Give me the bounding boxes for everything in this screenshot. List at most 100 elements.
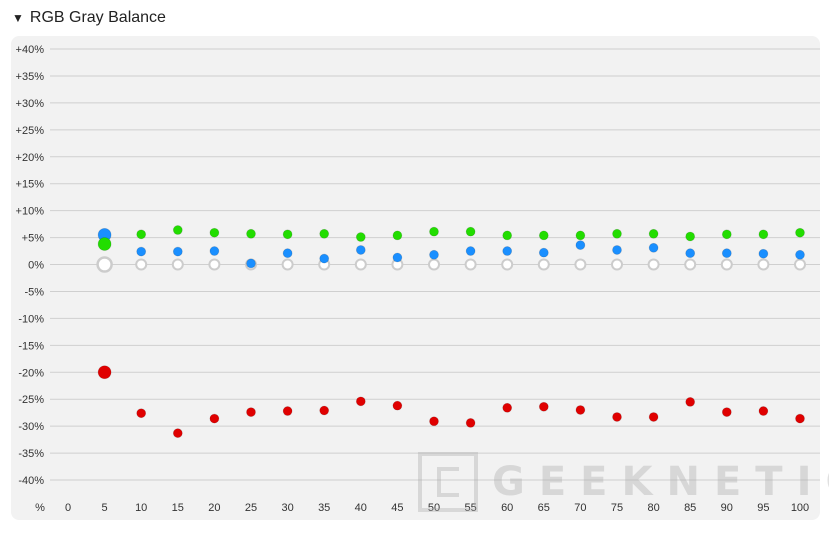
chart-title: RGB Gray Balance — [29, 9, 166, 26]
data-point — [429, 249, 439, 260]
data-point — [392, 400, 403, 411]
x-tick-label: 65 — [538, 502, 550, 514]
data-point — [757, 258, 770, 271]
data-point — [502, 230, 513, 241]
data-point — [355, 396, 366, 407]
data-point — [611, 258, 623, 271]
data-point — [685, 396, 696, 407]
x-axis-ticks: % 0 5 10 15 20 25 30 35 40 45 50 55 60 65 70 75 80 85 90 95 1… — [35, 502, 809, 514]
data-point — [354, 258, 367, 271]
data-point — [647, 258, 660, 271]
x-tick-label: 80 — [647, 502, 659, 514]
y-tick-label: -40% — [18, 475, 44, 487]
data-point — [136, 229, 147, 240]
y-tick-label: +35% — [16, 71, 45, 83]
data-point — [392, 252, 403, 263]
x-tick-label: 95 — [757, 502, 769, 514]
x-tick-label: 20 — [208, 502, 220, 514]
y-tick-label: -15% — [18, 340, 44, 352]
data-point — [685, 248, 696, 259]
data-point — [172, 246, 183, 257]
data-point — [721, 229, 732, 240]
data-point — [721, 407, 732, 418]
x-tick-label: 75 — [611, 502, 623, 514]
triangle-down-icon[interactable]: ▼ — [12, 11, 24, 25]
x-tick-label: 45 — [391, 502, 403, 514]
data-point — [172, 225, 183, 235]
x-tick-label: 10 — [135, 502, 147, 514]
data-point — [795, 249, 805, 260]
data-point — [575, 405, 586, 415]
data-point — [795, 413, 805, 424]
series-blue — [97, 227, 805, 269]
y-tick-label: +10% — [16, 206, 45, 218]
data-point — [246, 258, 256, 269]
x-tick-label: 0 — [65, 502, 71, 514]
y-tick-label: -20% — [18, 367, 44, 379]
data-point — [355, 232, 366, 242]
data-point — [465, 417, 476, 428]
data-point — [501, 258, 514, 271]
data-point — [758, 406, 769, 416]
data-point — [319, 405, 330, 416]
x-tick-label: 100 — [791, 502, 809, 514]
y-tick-label: -35% — [18, 448, 44, 460]
data-point — [464, 258, 477, 271]
data-point — [355, 245, 366, 255]
y-tick-label: 0% — [28, 260, 44, 272]
data-point — [319, 253, 330, 264]
chart-panel — [11, 36, 820, 520]
data-point — [96, 256, 113, 273]
y-tick-label: +15% — [16, 179, 45, 191]
data-point — [537, 258, 550, 271]
data-point — [281, 258, 294, 271]
x-unit-label: % — [35, 502, 45, 514]
data-point — [97, 365, 112, 380]
section-header[interactable]: ▼ RGB Gray Balance — [12, 6, 166, 30]
data-point — [135, 258, 148, 271]
x-tick-label: 60 — [501, 502, 513, 514]
data-point — [574, 258, 587, 271]
x-tick-label: 15 — [172, 502, 184, 514]
data-point — [282, 248, 293, 259]
y-tick-label: +25% — [16, 125, 45, 137]
data-point — [612, 245, 622, 255]
data-point — [465, 226, 476, 237]
x-tick-label: 25 — [245, 502, 257, 514]
data-point — [538, 401, 549, 412]
data-point — [246, 407, 256, 418]
y-tick-label: -30% — [18, 421, 44, 433]
data-point — [209, 227, 220, 238]
data-point — [648, 242, 659, 253]
series-green — [97, 225, 805, 251]
data-point — [136, 246, 147, 257]
x-tick-label: 40 — [355, 502, 367, 514]
data-point — [502, 246, 513, 256]
data-point — [209, 413, 220, 424]
data-point — [246, 228, 256, 239]
data-point — [612, 228, 622, 239]
data-point — [720, 258, 733, 271]
x-tick-label: 30 — [281, 502, 293, 514]
data-point — [648, 228, 659, 239]
y-tick-label: -5% — [24, 286, 44, 298]
x-tick-label: 70 — [574, 502, 586, 514]
data-point — [758, 248, 769, 259]
y-tick-label: +20% — [16, 152, 45, 164]
y-tick-label: +40% — [16, 44, 45, 56]
data-point — [538, 230, 549, 241]
data-point — [97, 237, 112, 251]
x-tick-label: 55 — [464, 502, 476, 514]
data-point — [685, 231, 696, 242]
data-point — [282, 229, 293, 240]
data-point — [684, 258, 697, 271]
data-point — [282, 406, 293, 416]
series-red — [97, 365, 805, 439]
x-tick-label: 85 — [684, 502, 696, 514]
data-point — [795, 227, 805, 238]
x-tick-label: 90 — [721, 502, 733, 514]
data-point — [465, 246, 476, 256]
y-axis-ticks: +40% +35% +30% +25% +20% +15% +10% +5% 0% -5% -10%… — [16, 44, 45, 487]
y-tick-label: +30% — [16, 98, 45, 110]
